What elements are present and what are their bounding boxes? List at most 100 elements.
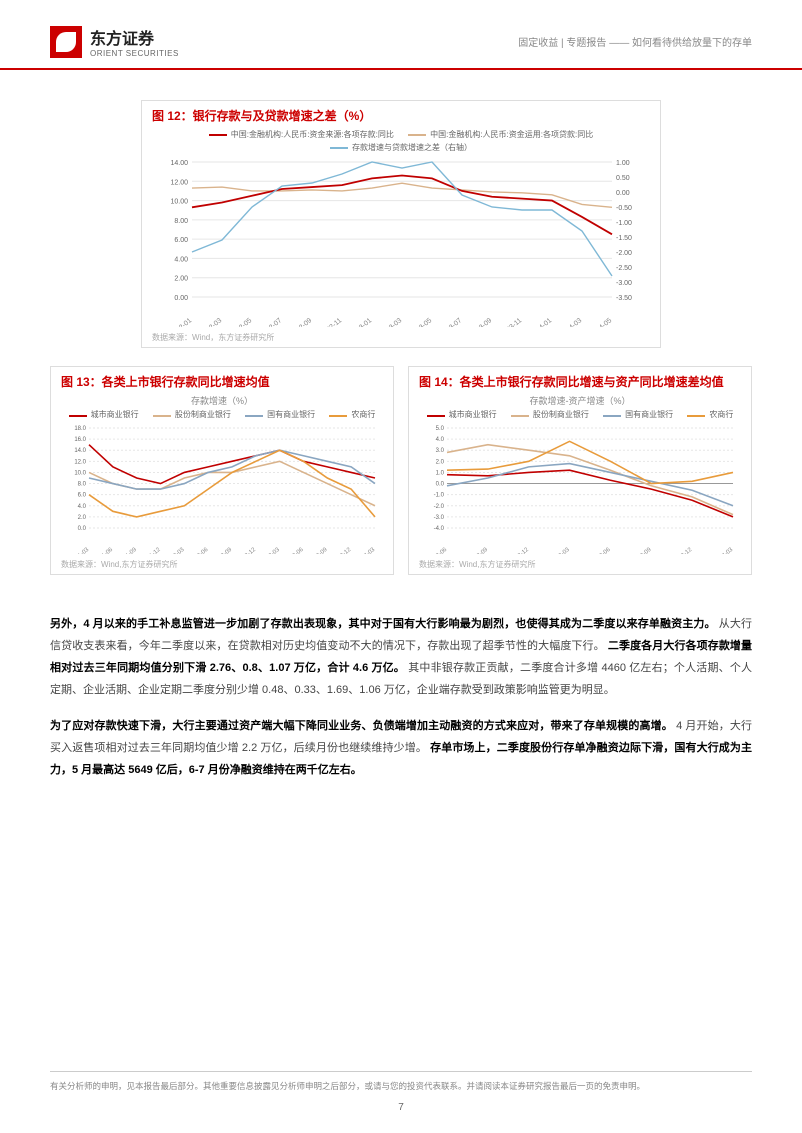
svg-text:2022-07: 2022-07 xyxy=(259,317,283,327)
svg-text:4.0: 4.0 xyxy=(78,504,87,510)
disclaimer: 有关分析师的申明，见本报告最后部分。其他重要信息披露见分析师申明之后部分，或请与… xyxy=(50,1080,752,1092)
svg-text:2022-09: 2022-09 xyxy=(468,547,489,554)
svg-text:2022-11: 2022-11 xyxy=(320,317,344,327)
svg-text:-2.50: -2.50 xyxy=(616,265,632,272)
svg-text:2022-03: 2022-03 xyxy=(165,547,186,554)
svg-text:4.0: 4.0 xyxy=(436,437,445,443)
figure-13-subtitle: 存款增速（%） xyxy=(61,394,383,407)
svg-text:18.0: 18.0 xyxy=(74,426,86,432)
svg-text:2023-03: 2023-03 xyxy=(260,547,281,554)
svg-text:2022-06: 2022-06 xyxy=(428,547,449,554)
svg-text:8.00: 8.00 xyxy=(174,218,188,225)
svg-text:14.0: 14.0 xyxy=(74,448,86,454)
body-text: 另外，4 月以来的手工补息监管进一步加剧了存款出表现象，其中对于国有大行影响最为… xyxy=(50,613,752,781)
figure-14-source: 数据来源：Wind,东方证券研究所 xyxy=(419,559,741,570)
figure-14: 图 14：各类上市银行存款同比增速与资产同比增速差均值 存款增速-资产增速（%）… xyxy=(408,366,752,575)
svg-text:-1.00: -1.00 xyxy=(616,220,632,227)
svg-text:6.00: 6.00 xyxy=(174,237,188,244)
svg-text:2022-09: 2022-09 xyxy=(289,317,313,327)
content-region: 图 12：银行存款与及贷款增速之差（%） 中国:金融机构:人民币:资金来源:各项… xyxy=(0,70,802,781)
svg-text:2023-09: 2023-09 xyxy=(469,317,493,327)
svg-text:2023-12: 2023-12 xyxy=(332,547,353,554)
svg-text:0.50: 0.50 xyxy=(616,175,630,182)
svg-text:2023-11: 2023-11 xyxy=(500,317,524,327)
svg-text:-3.50: -3.50 xyxy=(616,295,632,302)
svg-text:-2.00: -2.00 xyxy=(616,250,632,257)
svg-text:2023-03: 2023-03 xyxy=(550,547,571,554)
svg-text:-2.0: -2.0 xyxy=(434,504,445,510)
svg-text:2024-01: 2024-01 xyxy=(529,317,553,327)
svg-text:2023-03: 2023-03 xyxy=(379,317,403,327)
svg-text:-0.50: -0.50 xyxy=(616,205,632,212)
logo-block: 东方证券 ORIENT SECURITIES xyxy=(50,25,179,58)
svg-text:3.0: 3.0 xyxy=(436,448,445,454)
svg-text:2022-12: 2022-12 xyxy=(509,547,530,554)
svg-text:5.0: 5.0 xyxy=(436,426,445,432)
figure-12-legend: 中国:金融机构:人民币:资金来源:各项存款:同比 中国:金融机构:人民币:资金运… xyxy=(152,128,650,155)
svg-text:0.0: 0.0 xyxy=(78,526,87,532)
svg-text:16.0: 16.0 xyxy=(74,437,86,443)
svg-text:-1.50: -1.50 xyxy=(616,235,632,242)
svg-text:2024-05: 2024-05 xyxy=(589,317,613,327)
figure-14-plot: -4.0 -3.0 -2.0 -1.0 0.0 1.0 2.0 3.0 4.0 5.0 2022-0… xyxy=(419,424,741,554)
page-header: 东方证券 ORIENT SECURITIES 固定收益 | 专题报告 —— 如何… xyxy=(0,0,802,70)
svg-text:2021-12: 2021-12 xyxy=(141,547,162,554)
svg-text:2023-12: 2023-12 xyxy=(673,547,694,554)
svg-text:2023-06: 2023-06 xyxy=(591,547,612,554)
logo-en: ORIENT SECURITIES xyxy=(90,49,179,58)
svg-text:2.0: 2.0 xyxy=(436,460,445,466)
p1-bold1: 另外，4 月以来的手工补息监管进一步加剧了存款出表现象，其中对于国有大行影响最为… xyxy=(50,618,716,630)
logo-icon xyxy=(50,26,82,58)
figure-12-source: 数据来源：Wind，东方证券研究所 xyxy=(152,332,650,343)
figure-14-subtitle: 存款增速-资产增速（%） xyxy=(419,394,741,407)
svg-text:2021-06: 2021-06 xyxy=(93,547,114,554)
svg-text:0.0: 0.0 xyxy=(436,482,445,488)
svg-text:0.00: 0.00 xyxy=(616,190,630,197)
svg-text:2024-03: 2024-03 xyxy=(714,547,735,554)
paragraph-1: 另外，4 月以来的手工补息监管进一步加剧了存款出表现象，其中对于国有大行影响最为… xyxy=(50,613,752,701)
svg-text:4.00: 4.00 xyxy=(174,256,188,263)
svg-text:14.00: 14.00 xyxy=(170,160,188,167)
svg-text:2023-09: 2023-09 xyxy=(308,547,329,554)
svg-text:2024-03: 2024-03 xyxy=(559,317,583,327)
svg-text:2022-01: 2022-01 xyxy=(169,317,193,327)
figure-14-legend: 城市商业银行 股份制商业银行 国有商业银行 农商行 xyxy=(419,409,741,422)
paragraph-2: 为了应对存款快速下滑，大行主要通过资产端大幅下降同业业务、负债端增加主动融资的方… xyxy=(50,715,752,781)
svg-text:12.0: 12.0 xyxy=(74,460,86,466)
svg-text:6.0: 6.0 xyxy=(78,493,87,499)
svg-text:-3.00: -3.00 xyxy=(616,280,632,287)
svg-text:1.00: 1.00 xyxy=(616,160,630,167)
svg-text:-4.0: -4.0 xyxy=(434,526,445,532)
svg-text:-3.0: -3.0 xyxy=(434,515,445,521)
figure-13-title: 图 13：各类上市银行存款同比增速均值 xyxy=(61,373,383,390)
figure-14-title: 图 14：各类上市银行存款同比增速与资产同比增速差均值 xyxy=(419,373,741,390)
figure-13: 图 13：各类上市银行存款同比增速均值 存款增速（%） 城市商业银行 股份制商业… xyxy=(50,366,394,575)
svg-text:2022-03: 2022-03 xyxy=(199,317,223,327)
svg-text:8.0: 8.0 xyxy=(78,482,87,488)
figure-12-plot: 0.002.004.006.008.0010.0012.0014.00-3.50… xyxy=(152,157,650,327)
p2-bold1: 为了应对存款快速下滑，大行主要通过资产端大幅下降同业业务、负债端增加主动融资的方… xyxy=(50,720,673,732)
svg-text:1.0: 1.0 xyxy=(436,471,445,477)
svg-text:2022-06: 2022-06 xyxy=(189,547,210,554)
svg-text:2023-01: 2023-01 xyxy=(349,317,373,327)
svg-text:2022-09: 2022-09 xyxy=(213,547,234,554)
logo-cn: 东方证券 xyxy=(90,25,179,49)
svg-text:2023-09: 2023-09 xyxy=(632,547,653,554)
svg-text:2022-12: 2022-12 xyxy=(236,547,257,554)
svg-text:2023-06: 2023-06 xyxy=(284,547,305,554)
svg-text:2024-03: 2024-03 xyxy=(356,547,377,554)
svg-text:0.00: 0.00 xyxy=(174,295,188,302)
svg-text:2021-03: 2021-03 xyxy=(70,547,91,554)
page-footer: 有关分析师的申明，见本报告最后部分。其他重要信息披露见分析师申明之后部分，或请与… xyxy=(50,1071,752,1113)
figure-12-title: 图 12：银行存款与及贷款增速之差（%） xyxy=(152,107,650,124)
svg-text:2021-09: 2021-09 xyxy=(117,547,138,554)
figure-13-plot: 0.02.04.06.08.010.012.014.016.018.02021-… xyxy=(61,424,383,554)
figure-13-legend: 城市商业银行 股份制商业银行 国有商业银行 农商行 xyxy=(61,409,383,422)
breadcrumb: 固定收益 | 专题报告 —— 如何看待供给放量下的存单 xyxy=(518,34,752,49)
svg-text:12.00: 12.00 xyxy=(170,179,188,186)
svg-text:2023-07: 2023-07 xyxy=(439,317,463,327)
svg-text:-1.0: -1.0 xyxy=(434,493,445,499)
svg-text:2.00: 2.00 xyxy=(174,276,188,283)
figure-12: 图 12：银行存款与及贷款增速之差（%） 中国:金融机构:人民币:资金来源:各项… xyxy=(141,100,661,348)
svg-text:2.0: 2.0 xyxy=(78,515,87,521)
